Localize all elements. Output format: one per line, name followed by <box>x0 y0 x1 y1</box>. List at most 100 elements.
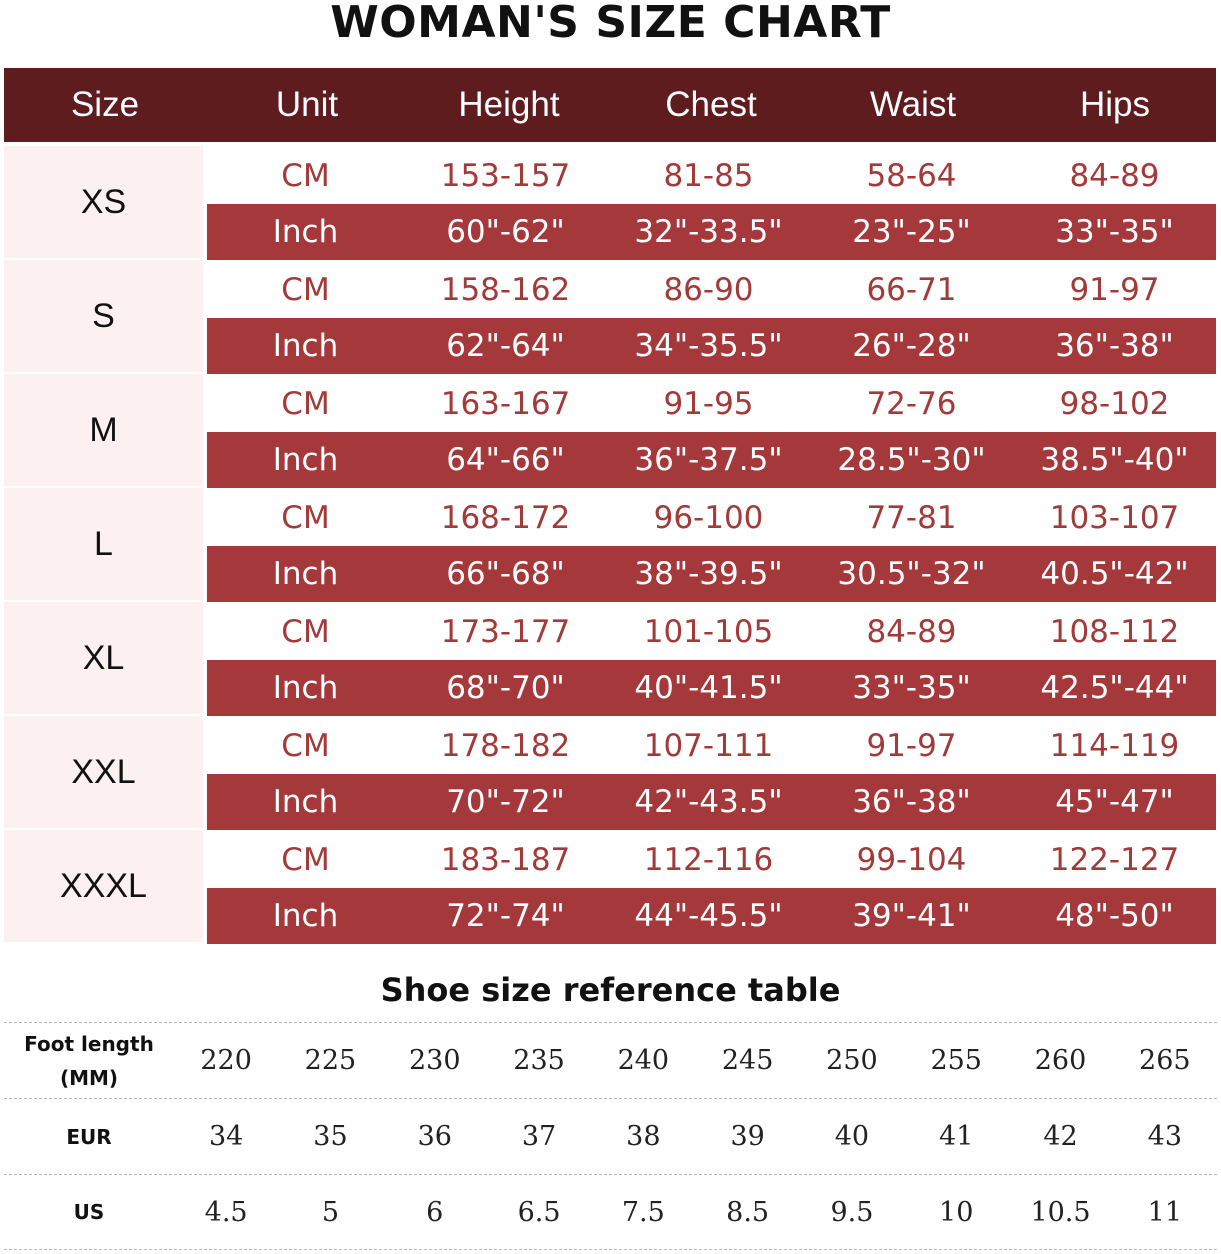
header-unit: Unit <box>275 85 339 124</box>
shoe-table-title: Shoe size reference table <box>380 971 841 1009</box>
shoe-value-cell: 225 <box>304 1045 357 1076</box>
value-cell: 34"-35.5" <box>634 328 783 364</box>
size-group-l: L CM 168-172 96-100 77-81 103-107 Inch 66"-68" 3… <box>4 488 1216 602</box>
shoe-value-cell: 11 <box>1147 1196 1182 1228</box>
shoe-size-table: Foot length (MM) 220 225 230 235 240 245 250 255 2… <box>4 1022 1217 1250</box>
unit-cell: CM <box>281 272 330 308</box>
value-cell: 42.5"-44" <box>1040 670 1189 706</box>
value-cell: 70"-72" <box>446 784 565 820</box>
shoe-row-label-text: US <box>73 1200 105 1224</box>
unit-cell: CM <box>281 614 330 650</box>
value-cell: 114-119 <box>1049 728 1180 764</box>
value-cell: 153-157 <box>440 158 571 194</box>
shoe-value-cell: 37 <box>521 1121 557 1152</box>
value-cell: 99-104 <box>856 842 967 878</box>
size-chart-table: Size Unit Height Chest Waist Hips XS CM 15… <box>4 68 1216 944</box>
value-cell: 26"-28" <box>852 328 971 364</box>
value-cell: 112-116 <box>643 842 774 878</box>
unit-cell: CM <box>281 728 330 764</box>
shoe-row-label: EUR <box>4 1120 174 1154</box>
header-size: Size <box>70 85 140 124</box>
value-cell: 28.5"-30" <box>837 442 986 478</box>
value-cell: 84-89 <box>866 614 957 650</box>
size-group-s: S CM 158-162 86-90 66-71 91-97 Inch 62"-64" 34"-… <box>4 260 1216 374</box>
value-cell: 64"-66" <box>446 442 565 478</box>
value-cell: 101-105 <box>643 614 774 650</box>
page-title: WOMAN'S SIZE CHART <box>330 0 891 48</box>
unit-cell: Inch <box>272 784 339 820</box>
value-cell: 58-64 <box>866 158 957 194</box>
shoe-value-cell: 8.5 <box>726 1196 770 1228</box>
value-cell: 23"-25" <box>852 214 971 250</box>
value-cell: 40.5"-42" <box>1040 556 1189 592</box>
size-group-xxxl: XXXL CM 183-187 112-116 99-104 122-127 Inch 72"… <box>4 830 1216 944</box>
table-row-cm: CM 183-187 112-116 99-104 122-127 <box>207 832 1216 888</box>
table-row-cm: CM 163-167 91-95 72-76 98-102 <box>207 376 1216 432</box>
shoe-row: EUR 34 35 36 37 38 39 40 41 42 43 <box>4 1098 1217 1174</box>
value-cell: 38"-39.5" <box>634 556 783 592</box>
size-group-xs: XS CM 153-157 81-85 58-64 84-89 Inch 60"-62" 32"… <box>4 146 1216 260</box>
shoe-value-cell: 5 <box>321 1196 340 1228</box>
value-cell: 66-71 <box>866 272 957 308</box>
table-row-cm: CM 158-162 86-90 66-71 91-97 <box>207 262 1216 318</box>
value-cell: 44"-45.5" <box>634 898 783 934</box>
value-cell: 107-111 <box>643 728 774 764</box>
size-label: S <box>4 260 203 372</box>
table-row-inch: Inch 66"-68" 38"-39.5" 30.5"-32" 40.5"-42" <box>207 546 1216 602</box>
value-cell: 86-90 <box>663 272 754 308</box>
table-row-inch: Inch 68"-70" 40"-41.5" 33"-35" 42.5"-44" <box>207 660 1216 716</box>
value-cell: 72"-74" <box>446 898 565 934</box>
header-waist: Waist <box>869 85 957 124</box>
value-cell: 183-187 <box>440 842 571 878</box>
size-label: M <box>4 374 203 486</box>
size-group-xxl: XXL CM 178-182 107-111 91-97 114-119 Inch 70"-7… <box>4 716 1216 830</box>
unit-cell: Inch <box>272 898 339 934</box>
value-cell: 45"-47" <box>1055 784 1174 820</box>
unit-cell: CM <box>281 500 330 536</box>
shoe-row-label-text: EUR <box>66 1124 112 1149</box>
value-cell: 60"-62" <box>446 214 565 250</box>
table-row-cm: CM 168-172 96-100 77-81 103-107 <box>207 490 1216 546</box>
value-cell: 178-182 <box>440 728 571 764</box>
shoe-value-cell: 260 <box>1034 1045 1087 1076</box>
size-group-xl: XL CM 173-177 101-105 84-89 108-112 Inch 68"-70… <box>4 602 1216 716</box>
value-cell: 96-100 <box>653 500 764 536</box>
shoe-value-cell: 220 <box>200 1045 252 1076</box>
value-cell: 173-177 <box>440 614 571 650</box>
size-label: XXL <box>4 716 203 828</box>
value-cell: 163-167 <box>440 386 571 422</box>
value-cell: 32"-33.5" <box>634 214 783 250</box>
value-cell: 77-81 <box>866 500 957 536</box>
shoe-value-cell: 10.5 <box>1030 1196 1091 1228</box>
shoe-value-cell: 35 <box>313 1121 348 1152</box>
shoe-value-cell: 40 <box>834 1121 870 1152</box>
value-cell: 158-162 <box>440 272 571 308</box>
size-label: L <box>4 488 203 600</box>
shoe-value-cell: 250 <box>826 1045 878 1076</box>
size-label: XXXL <box>4 830 203 942</box>
shoe-value-cell: 43 <box>1147 1121 1182 1152</box>
value-cell: 91-97 <box>1069 272 1160 308</box>
table-header: Size Unit Height Chest Waist Hips <box>4 68 1216 142</box>
value-cell: 68"-70" <box>446 670 565 706</box>
shoe-value-cell: 39 <box>730 1121 765 1152</box>
shoe-value-cell: 42 <box>1043 1121 1078 1152</box>
value-cell: 36"-37.5" <box>634 442 783 478</box>
value-cell: 33"-35" <box>1055 214 1174 250</box>
shoe-value-cell: 38 <box>626 1121 661 1152</box>
value-cell: 39"-41" <box>852 898 971 934</box>
shoe-value-cell: 10 <box>939 1196 974 1228</box>
shoe-value-cell: 265 <box>1139 1045 1191 1076</box>
size-group-m: M CM 163-167 91-95 72-76 98-102 Inch 64"-66" 36"… <box>4 374 1216 488</box>
value-cell: 108-112 <box>1049 614 1180 650</box>
table-row-cm: CM 153-157 81-85 58-64 84-89 <box>207 148 1216 204</box>
table-row-inch: Inch 60"-62" 32"-33.5" 23"-25" 33"-35" <box>207 204 1216 260</box>
value-cell: 66"-68" <box>446 556 565 592</box>
header-chest: Chest <box>665 85 757 124</box>
value-cell: 40"-41.5" <box>634 670 783 706</box>
unit-cell: Inch <box>272 328 339 364</box>
shoe-value-cell: 4.5 <box>204 1196 248 1228</box>
value-cell: 33"-35" <box>852 670 971 706</box>
value-cell: 103-107 <box>1049 500 1180 536</box>
size-label: XS <box>4 146 203 258</box>
